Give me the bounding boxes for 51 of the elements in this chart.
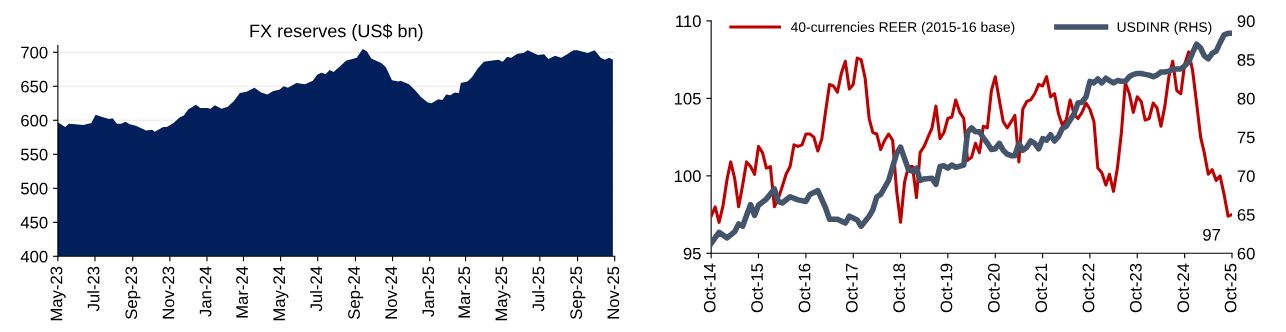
line-series <box>711 50 1232 224</box>
x-tick-label: Jul-24 <box>309 266 323 312</box>
x-tick-label: Oct-21 <box>1035 263 1048 313</box>
y2-tick-label: 65 <box>1237 208 1255 221</box>
annotation: 97 <box>1203 228 1221 241</box>
x-tick-label: Oct-17 <box>845 263 858 313</box>
y-tick-label: 100 <box>674 170 701 183</box>
x-tick-label: Jan-24 <box>199 266 212 317</box>
chart-title: FX reserves (US$ bn) <box>250 23 423 41</box>
x-tick-label: Jul-25 <box>532 266 545 312</box>
x-tick-label: Oct-25 <box>1224 263 1237 313</box>
y2-tick-label: 85 <box>1237 54 1255 66</box>
x-tick-label: Jul-23 <box>87 266 100 312</box>
y-tick-label: 105 <box>674 92 701 105</box>
x-tick-label: Oct-20 <box>987 263 1000 313</box>
y-tick-label: 650 <box>21 80 48 93</box>
x-tick-label: Oct-22 <box>1082 263 1095 313</box>
legend-label: USDINR (RHS) <box>1117 21 1212 35</box>
y-tick-label: 110 <box>676 15 701 28</box>
legend-label: 40-currencies REER (2015-16 base) <box>790 21 1015 35</box>
y-tick-label: 95 <box>683 247 701 260</box>
y2-tick-label: 80 <box>1237 92 1255 105</box>
x-tick-label: Oct-15 <box>751 263 763 313</box>
y-tick-label: 700 <box>21 46 48 59</box>
y2-tick-label: 70 <box>1237 170 1255 183</box>
y-tick-label: 600 <box>21 114 48 127</box>
x-tick-label: Nov-25 <box>607 266 620 319</box>
y2-tick-label: 90 <box>1237 15 1255 28</box>
x-tick-label: May-25 <box>495 266 511 321</box>
x-tick-label: Oct-24 <box>1177 263 1190 313</box>
y-tick-label: 500 <box>21 182 48 195</box>
x-tick-label: Oct-19 <box>940 263 953 313</box>
x-tick-label: May-24 <box>273 266 289 321</box>
x-tick-label: Oct-18 <box>893 263 906 313</box>
x-tick-label: Oct-14 <box>703 263 716 313</box>
y-tick-label: 550 <box>21 148 48 161</box>
y-tick-label: 450 <box>20 216 48 229</box>
x-tick-label: Sep-23 <box>125 266 141 320</box>
x-tick-label: Oct-16 <box>798 263 811 313</box>
x-tick-label: Jan-25 <box>422 266 435 317</box>
x-tick-label: Nov-23 <box>162 266 175 319</box>
x-tick-label: May-23 <box>50 266 66 321</box>
x-tick-label: Sep-25 <box>570 266 586 320</box>
y2-tick-label: 75 <box>1237 131 1255 144</box>
x-tick-label: Nov-24 <box>385 266 398 319</box>
x-tick-label: Sep-24 <box>348 266 364 320</box>
x-tick-label: Oct-23 <box>1129 263 1142 313</box>
x-tick-label: Mar-25 <box>458 266 471 318</box>
x-tick-label: Mar-24 <box>236 266 248 318</box>
y-tick-label: 400 <box>20 250 48 263</box>
y2-tick-label: 60 <box>1237 247 1255 260</box>
